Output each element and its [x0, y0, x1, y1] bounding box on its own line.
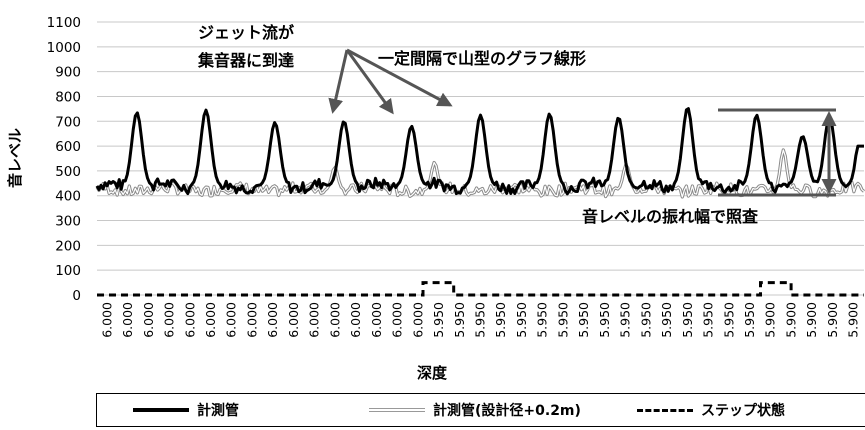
y-tick-label: 1000: [47, 40, 81, 56]
x-tick-label: 5.900: [846, 302, 861, 338]
gridlines: [97, 21, 864, 296]
x-tick-label: 6.000: [224, 302, 239, 338]
x-tick-label: 5.900: [804, 302, 819, 338]
legend-item-step: ステップ状態: [637, 394, 785, 426]
x-tick-label: 5.950: [514, 302, 529, 338]
x-tick-label: 5.900: [763, 302, 778, 338]
y-tick-label: 400: [55, 189, 81, 205]
x-tick-label: 5.950: [493, 302, 508, 338]
annotation-jet-line2: 集音器に到達: [197, 51, 294, 70]
x-tick-label: 5.950: [473, 302, 488, 338]
x-tick-label: 5.950: [535, 302, 550, 338]
x-tick-label: 5.950: [431, 302, 446, 338]
x-tick-label: 6.000: [203, 302, 218, 338]
x-axis-ticks: 6.000 6.000 6.000 6.000 6.000 6.000 6.000 6.000…: [99, 302, 860, 338]
legend: 計測管 計測管(設計径+0.2m) ステップ状態: [96, 393, 865, 427]
x-tick-label: 5.950: [701, 302, 716, 338]
annotation-interval: 一定間隔で山型のグラフ線形: [378, 49, 586, 68]
y-tick-label: 800: [55, 89, 81, 105]
x-tick-label: 5.950: [597, 302, 612, 338]
y-tick-label: 100: [55, 263, 81, 279]
x-tick-label: 6.000: [348, 302, 363, 338]
x-tick-label: 5.950: [452, 302, 467, 338]
x-tick-label: 6.000: [369, 302, 384, 338]
x-tick-label: 5.950: [680, 302, 695, 338]
x-tick-label: 6.000: [410, 302, 425, 338]
y-tick-label: 700: [55, 114, 81, 130]
x-tick-label: 6.000: [265, 302, 280, 338]
legend-item-measured: 計測管: [133, 394, 239, 426]
y-tick-label: 300: [55, 214, 81, 230]
y-axis-title: 音レベル: [6, 128, 24, 188]
arrow-2: [345, 49, 394, 115]
x-tick-label: 6.000: [162, 302, 177, 338]
legend-label: ステップ状態: [701, 403, 785, 419]
x-tick-label: 6.000: [141, 302, 156, 338]
x-tick-label: 5.950: [659, 302, 674, 338]
y-axis-ticks: 0 100 200 300 400 500 600 700 800 900 1000 1100: [47, 15, 81, 304]
legend-item-design: 計測管(設計径+0.2m): [369, 394, 581, 426]
annotation-arrows: [328, 48, 453, 115]
arrow-3: [346, 48, 453, 107]
series-design-inner: [96, 149, 865, 198]
series-measured: [95, 107, 864, 196]
series-step: [97, 281, 864, 297]
x-tick-label: 5.900: [783, 302, 798, 338]
x-tick-label: 5.950: [618, 302, 633, 338]
x-tick-label: 5.900: [825, 302, 840, 338]
legend-swatch-thick: [133, 408, 189, 412]
x-tick-label: 5.950: [576, 302, 591, 338]
legend-swatch-double: [369, 408, 425, 412]
legend-label: 計測管(設計径+0.2m): [433, 403, 581, 419]
y-tick-label: 900: [55, 65, 81, 81]
series-lines: [95, 107, 865, 297]
x-tick-label: 6.000: [327, 302, 342, 338]
y-tick-label: 0: [72, 288, 81, 304]
x-tick-label: 6.000: [244, 302, 259, 338]
x-tick-label: 6.000: [120, 302, 135, 338]
x-tick-label: 6.000: [182, 302, 197, 338]
x-tick-label: 5.950: [555, 302, 570, 338]
x-tick-label: 6.000: [307, 302, 322, 338]
x-tick-label: 6.000: [390, 302, 405, 338]
x-tick-label: 5.950: [742, 302, 757, 338]
legend-label: 計測管: [197, 403, 239, 419]
x-tick-label: 6.000: [99, 302, 114, 338]
y-tick-label: 1100: [47, 15, 81, 31]
x-tick-label: 6.000: [286, 302, 301, 338]
y-tick-label: 600: [55, 139, 81, 155]
x-tick-label: 5.950: [638, 302, 653, 338]
y-tick-label: 500: [55, 164, 81, 180]
legend-swatch-dashed: [637, 408, 693, 412]
annotation-amplitude: 音レベルの振れ幅で照査: [582, 207, 758, 226]
y-tick-label: 200: [55, 238, 81, 254]
x-tick-label: 5.950: [721, 302, 736, 338]
amplitude-marker: [718, 108, 837, 197]
arrow-1: [328, 49, 349, 114]
annotation-jet-line1: ジェット流が: [198, 23, 294, 42]
x-axis-title: 深度: [417, 364, 448, 382]
